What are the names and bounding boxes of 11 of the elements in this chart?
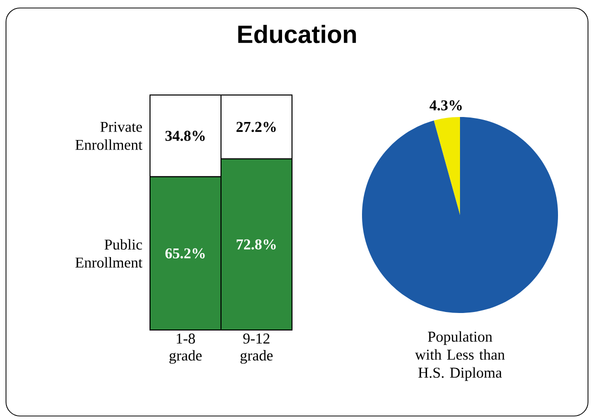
x-tick-label: 1-8 grade (169, 334, 202, 364)
data-label: 72.8% (236, 239, 276, 250)
chart-title: Education (238, 24, 356, 44)
data-label: 34.8% (165, 130, 205, 141)
series-label: Public Enrollment (75, 239, 142, 268)
data-label: 65.2% (165, 248, 205, 258)
text: Population with Less than H.S. Diploma (415, 331, 505, 381)
data-label: 27.2% (236, 122, 276, 132)
series-label: Private Enrollment (75, 122, 142, 150)
x-tick-label: 9-12 grade (240, 334, 273, 364)
data-label: 4.3% (430, 100, 462, 110)
